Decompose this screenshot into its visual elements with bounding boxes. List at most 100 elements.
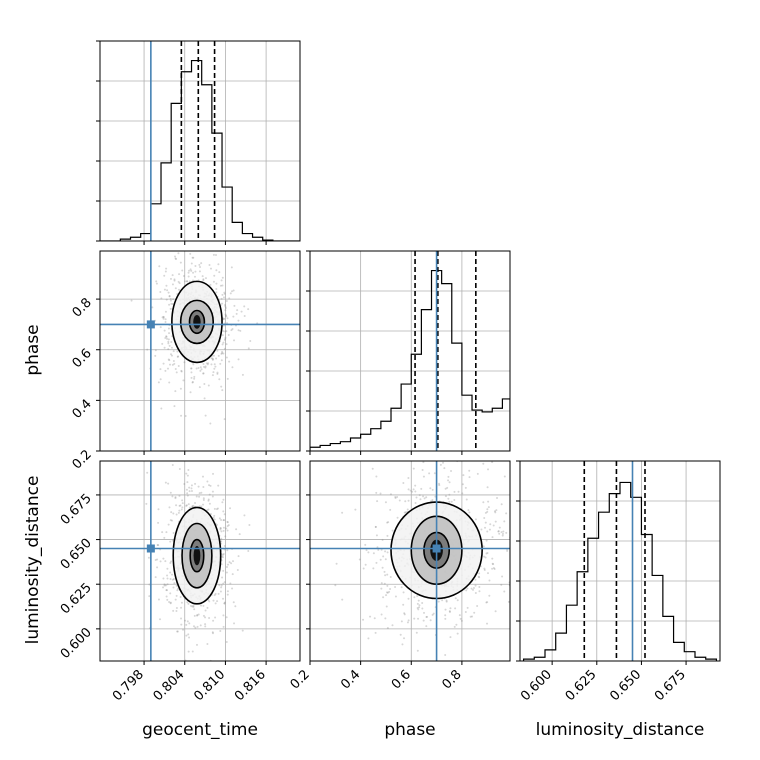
- scatter-point: [162, 317, 165, 320]
- scatter-point: [386, 573, 389, 576]
- scatter-point: [507, 600, 510, 603]
- scatter-point: [438, 482, 441, 485]
- scatter-point: [169, 277, 172, 280]
- scatter-point: [431, 613, 434, 616]
- scatter-point: [175, 609, 178, 612]
- scatter-point: [237, 555, 240, 558]
- scatter-point: [229, 507, 232, 510]
- scatter-point: [226, 520, 229, 523]
- scatter-point: [389, 576, 392, 579]
- scatter-point: [492, 566, 495, 569]
- scatter-point: [202, 372, 205, 375]
- scatter-point: [165, 595, 168, 598]
- scatter-point: [169, 601, 172, 604]
- scatter-point: [154, 354, 157, 357]
- tick-label-y-luminosity_distance: 0.650: [58, 536, 95, 573]
- scatter-point: [193, 614, 196, 617]
- scatter-point: [157, 521, 160, 524]
- scatter-point: [494, 610, 497, 613]
- scatter-point: [185, 623, 188, 626]
- scatter-point: [450, 500, 453, 503]
- scatter-point: [171, 363, 174, 366]
- scatter-point: [172, 586, 175, 589]
- scatter-point: [200, 491, 203, 494]
- scatter-point: [243, 305, 246, 308]
- tick-label-x-phase: 0.6: [389, 667, 414, 692]
- scatter-point: [224, 330, 227, 333]
- panel-content: [310, 251, 510, 451]
- scatter-point: [215, 269, 218, 272]
- scatter-point: [226, 525, 229, 528]
- scatter-point: [163, 274, 166, 277]
- scatter-point: [217, 592, 220, 595]
- scatter-point: [381, 566, 384, 569]
- scatter-point: [437, 600, 440, 603]
- scatter-point: [375, 561, 378, 564]
- scatter-point: [169, 540, 172, 543]
- scatter-point: [486, 601, 489, 604]
- scatter-point: [180, 370, 183, 373]
- scatter-point: [211, 374, 214, 377]
- scatter-point: [386, 534, 389, 537]
- scatter-point: [465, 589, 468, 592]
- scatter-point: [400, 586, 403, 589]
- scatter-point: [472, 586, 475, 589]
- scatter-point: [180, 606, 183, 609]
- scatter-point: [497, 530, 500, 533]
- x-axis-label-luminosity-distance: luminosity_distance: [536, 720, 705, 740]
- scatter-point: [192, 271, 195, 274]
- scatter-point: [213, 363, 216, 366]
- scatter-point: [212, 358, 215, 361]
- scatter-point: [471, 615, 474, 618]
- scatter-point: [208, 493, 211, 496]
- scatter-point: [156, 566, 159, 569]
- scatter-point: [222, 625, 225, 628]
- scatter-point: [386, 551, 389, 554]
- scatter-point: [404, 500, 407, 503]
- scatter-point: [501, 532, 504, 535]
- scatter-point: [403, 511, 406, 514]
- scatter-point: [190, 367, 193, 370]
- panel-content: [100, 461, 300, 661]
- scatter-point: [369, 615, 372, 618]
- scatter-point: [182, 628, 185, 631]
- scatter-point: [171, 464, 174, 467]
- scatter-point: [418, 494, 421, 497]
- scatter-point: [219, 284, 222, 287]
- scatter-point: [334, 584, 337, 587]
- scatter-point: [231, 243, 233, 245]
- scatter-point: [225, 640, 228, 643]
- scatter-point: [174, 255, 177, 258]
- scatter-point: [202, 604, 205, 607]
- scatter-point: [212, 371, 215, 374]
- scatter-point: [189, 391, 192, 394]
- scatter-point: [175, 584, 178, 587]
- scatter-point: [192, 625, 195, 628]
- scatter-point: [511, 580, 513, 582]
- scatter-point: [473, 611, 476, 614]
- scatter-point: [371, 467, 374, 470]
- scatter-point: [225, 330, 228, 333]
- scatter-point: [182, 274, 185, 277]
- scatter-point: [377, 548, 380, 551]
- scatter-point: [364, 563, 367, 566]
- scatter-point: [465, 498, 468, 501]
- scatter-point: [226, 377, 229, 380]
- scatter-point: [169, 571, 172, 574]
- scatter-point: [204, 277, 207, 280]
- scatter-point: [175, 258, 178, 261]
- scatter-point: [387, 521, 390, 524]
- scatter-point: [189, 604, 192, 607]
- scatter-point: [448, 610, 451, 613]
- scatter-point: [220, 519, 223, 522]
- scatter-point: [148, 595, 151, 598]
- scatter-point: [165, 267, 168, 270]
- scatter-point: [238, 533, 241, 536]
- scatter-point: [407, 619, 410, 622]
- scatter-point: [170, 519, 173, 522]
- scatter-point: [477, 575, 480, 578]
- scatter-point: [222, 582, 225, 585]
- scatter-point: [190, 367, 193, 370]
- scatter-point: [223, 519, 226, 522]
